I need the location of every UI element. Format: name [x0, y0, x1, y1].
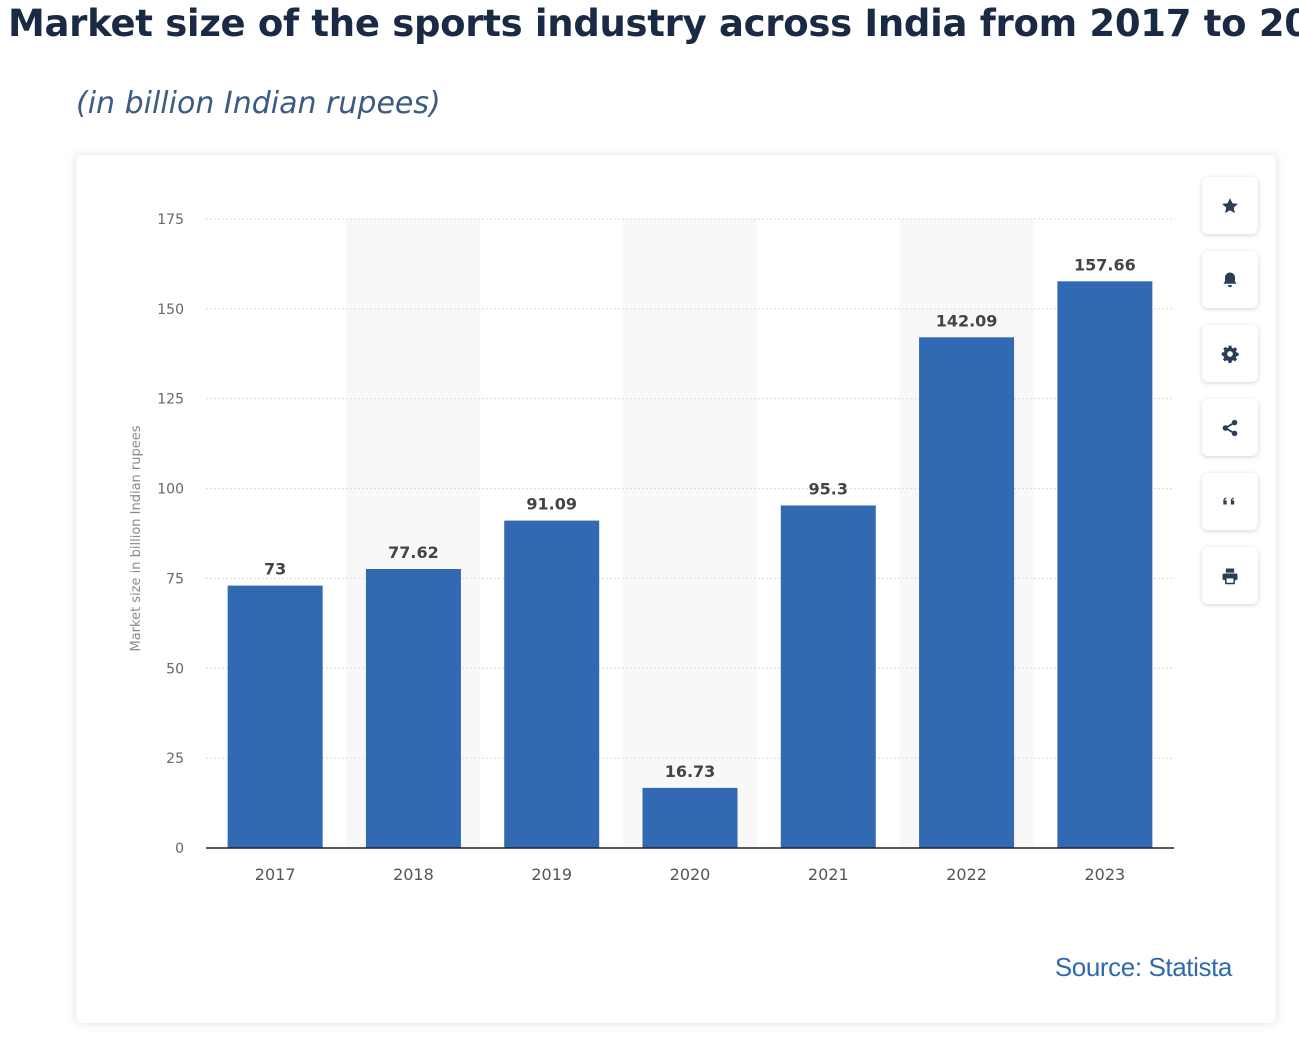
- x-tick-label: 2023: [1084, 865, 1125, 884]
- notification-button[interactable]: [1202, 251, 1258, 308]
- page-subtitle: (in billion Indian rupees): [76, 86, 441, 121]
- y-tick-label: 150: [157, 302, 184, 318]
- chart-card: 0 25 50 75 100 125 150 175 Market size in billio…: [76, 155, 1276, 1023]
- bar: [227, 585, 323, 848]
- favorite-button[interactable]: [1202, 177, 1258, 234]
- bar-chart: 0 25 50 75 100 125 150 175 Market size in billio…: [129, 212, 1174, 884]
- x-tick-label: 2018: [393, 865, 434, 884]
- data-label: 73: [264, 560, 286, 579]
- shaded-column: [622, 219, 758, 848]
- print-button[interactable]: [1202, 547, 1258, 604]
- bar: [365, 569, 461, 848]
- chart-toolbar: [1202, 177, 1258, 604]
- share-button[interactable]: [1202, 399, 1258, 456]
- data-label: 91.09: [526, 495, 577, 514]
- x-tick-label: 2021: [808, 865, 849, 884]
- printer-icon: [1222, 568, 1238, 584]
- bar: [919, 337, 1015, 848]
- bar: [504, 520, 600, 848]
- x-tick-label: 2022: [946, 865, 987, 884]
- bar: [642, 787, 738, 848]
- bell-icon: [1223, 272, 1237, 287]
- share-icon: [1222, 419, 1238, 436]
- y-tick-label: 100: [157, 482, 184, 498]
- x-tick-label: 2020: [670, 865, 711, 884]
- y-axis-title: Market size in billion Indian rupees: [129, 425, 144, 651]
- y-tick-label: 125: [157, 392, 184, 408]
- gear-icon: [1221, 345, 1239, 363]
- x-tick-label: 2019: [531, 865, 572, 884]
- data-label: 77.62: [388, 543, 439, 562]
- x-tick-label: 2017: [255, 865, 296, 884]
- cite-button[interactable]: [1202, 473, 1258, 530]
- settings-button[interactable]: [1202, 325, 1258, 382]
- y-tick-label: 175: [157, 212, 184, 228]
- bar: [1057, 281, 1153, 848]
- data-label: 142.09: [936, 311, 998, 330]
- data-label: 95.3: [809, 479, 848, 498]
- bar: [780, 505, 876, 848]
- quote-icon: [1223, 496, 1235, 504]
- data-label: 157.66: [1074, 255, 1136, 274]
- y-tick-label: 0: [175, 841, 184, 857]
- data-label: 16.73: [665, 762, 716, 781]
- y-tick-label: 25: [166, 751, 184, 767]
- star-icon: [1222, 197, 1238, 213]
- y-tick-label: 75: [166, 571, 184, 587]
- page-title: Market size of the sports industry acros…: [8, 2, 1299, 45]
- y-tick-label: 50: [166, 661, 184, 677]
- source-note[interactable]: Source: Statista: [1054, 952, 1233, 982]
